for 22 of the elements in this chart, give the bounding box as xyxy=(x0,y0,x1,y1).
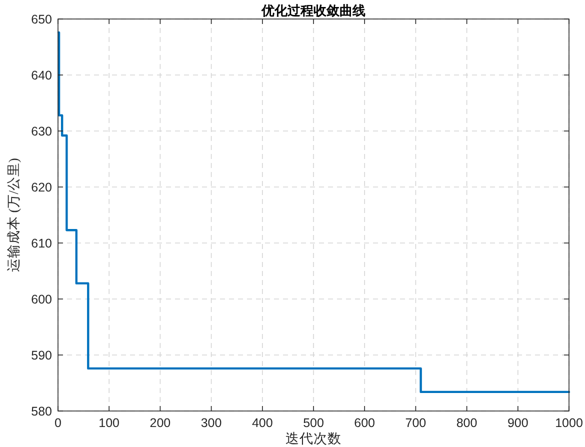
x-tick-label: 600 xyxy=(354,416,376,430)
y-tick-label: 580 xyxy=(31,404,52,418)
x-tick-label: 100 xyxy=(98,416,120,430)
x-tick-label: 700 xyxy=(405,416,426,430)
y-tick-label: 620 xyxy=(31,180,52,194)
x-tick-label: 0 xyxy=(54,416,62,430)
x-tick-label: 900 xyxy=(507,416,528,430)
x-tick-label: 400 xyxy=(252,416,273,430)
x-tick-label: 200 xyxy=(150,416,171,430)
y-tick-label: 590 xyxy=(31,348,52,362)
x-tick-label: 1000 xyxy=(555,416,583,430)
y-tick-label: 610 xyxy=(31,236,52,250)
y-tick-label: 650 xyxy=(31,12,52,26)
y-tick-label: 600 xyxy=(31,292,52,306)
y-tick-label: 640 xyxy=(31,68,52,82)
y-tick-label: 630 xyxy=(31,124,52,138)
x-tick-label: 800 xyxy=(456,416,478,430)
x-tick-label: 500 xyxy=(303,416,324,430)
chart-title: 优化过程收敛曲线 xyxy=(260,3,366,18)
x-axis-title: 迭代次数 xyxy=(286,431,342,446)
x-tick-label: 300 xyxy=(200,416,222,430)
y-axis-title: 运输成本 (万/公里) xyxy=(6,158,21,272)
